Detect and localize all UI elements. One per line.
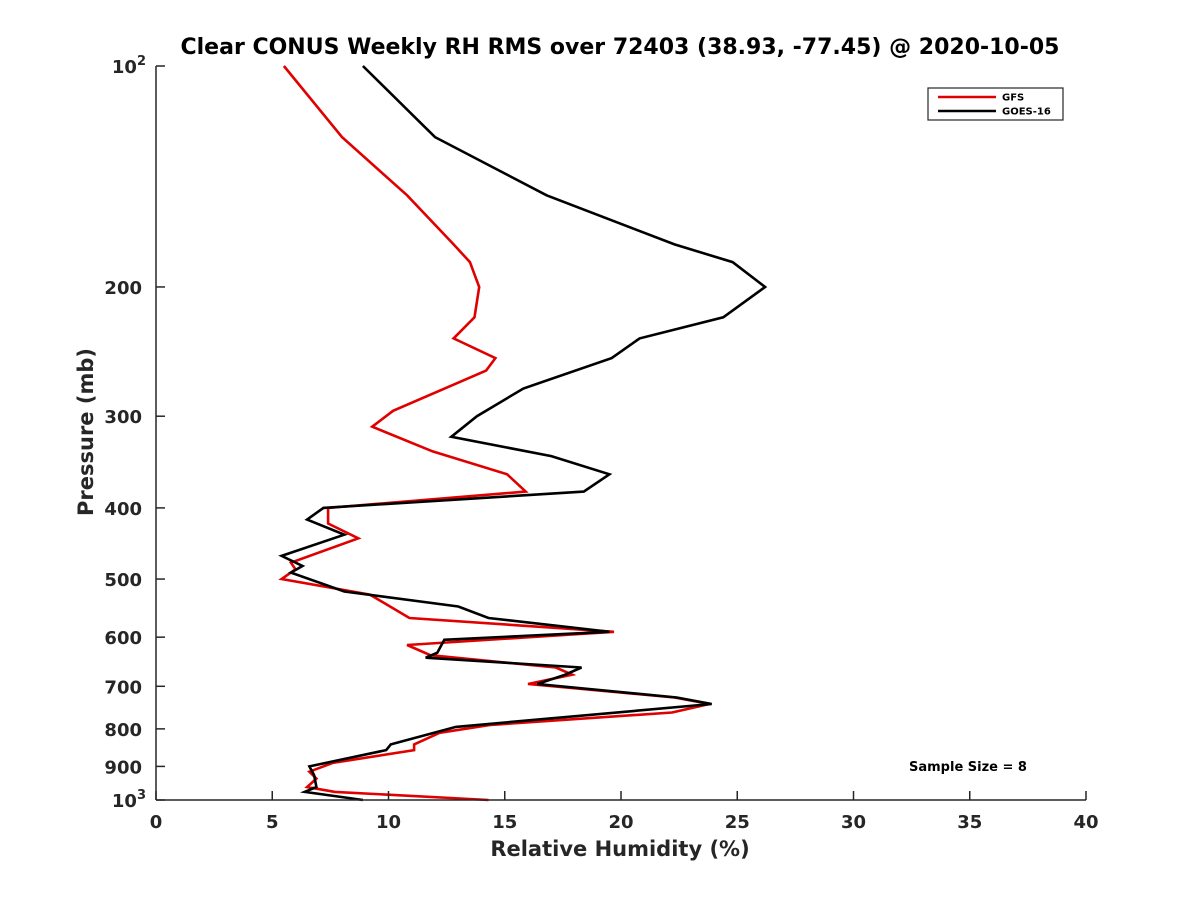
y-tick-label: 200 [104, 278, 142, 299]
y-tick-label: 400 [104, 499, 142, 520]
x-tick-label: 35 [957, 812, 982, 833]
x-tick-label: 10 [376, 812, 401, 833]
y-tick-label: 700 [104, 677, 142, 698]
x-tick-label: 20 [608, 812, 633, 833]
y-axis-label: Pressure (mb) [74, 348, 98, 516]
y-tick-label: 102 [112, 54, 146, 78]
chart-title: Clear CONUS Weekly RH RMS over 72403 (38… [181, 35, 1060, 60]
y-tick-label: 300 [104, 407, 142, 428]
legend-box [927, 87, 1064, 121]
plot-layer: 0 5 10 15 20 25 30 35 40 102 200 300 400 500 600 700 800… [104, 54, 1098, 833]
sample-size-annotation: Sample Size = 8 [909, 760, 1027, 775]
x-tick-label: 5 [266, 812, 279, 833]
legend-entry-label: GOES-16 [1002, 107, 1051, 118]
legend-entry-label: GFS [1002, 93, 1024, 104]
y-tick-label: 500 [104, 570, 142, 591]
series-line-gfs [278, 65, 710, 802]
y-tick-label: 900 [104, 757, 142, 778]
x-tick-label: 25 [725, 812, 750, 833]
y-tick-label: 103 [112, 788, 146, 812]
x-tick-label: 30 [841, 812, 866, 833]
x-tick-label: 15 [492, 812, 517, 833]
x-tick-label: 40 [1073, 812, 1098, 833]
x-axis-label: Relative Humidity (%) [490, 837, 749, 861]
legend: GFS GOES-16 [927, 87, 1064, 121]
y-tick-label: 800 [104, 720, 142, 741]
series-line-goes-16 [278, 65, 768, 802]
x-tick-label: 0 [150, 812, 163, 833]
y-tick-label: 600 [104, 628, 142, 649]
